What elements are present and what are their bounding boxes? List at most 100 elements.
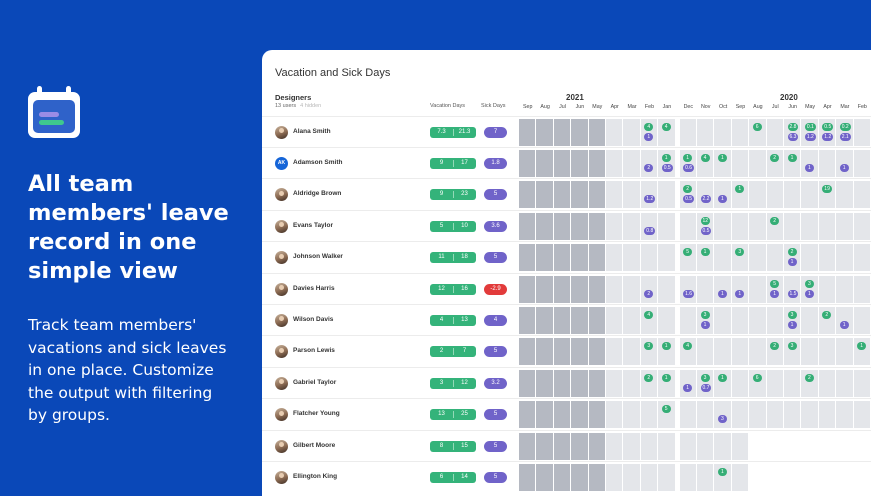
month-cell[interactable] bbox=[571, 463, 588, 491]
month-cell[interactable] bbox=[853, 212, 870, 240]
month-cell[interactable] bbox=[519, 244, 536, 272]
month-cell[interactable] bbox=[731, 369, 749, 397]
month-cell[interactable] bbox=[519, 275, 536, 303]
month-cell[interactable] bbox=[519, 369, 536, 397]
month-cell[interactable] bbox=[749, 463, 766, 491]
month-cell[interactable] bbox=[801, 306, 818, 334]
sick-badge[interactable]: 2.1 bbox=[839, 132, 851, 141]
month-cell[interactable] bbox=[519, 306, 536, 334]
month-cell[interactable] bbox=[571, 244, 588, 272]
person-row[interactable]: Alana Smith 7.3 21.3 7 1 4 4 6 2.8 0.1 0.5 0.2 6.3 1.… bbox=[262, 115, 871, 147]
vacation-badge[interactable]: 1 bbox=[717, 153, 727, 162]
month-cell[interactable] bbox=[658, 212, 675, 240]
month-cell[interactable] bbox=[679, 463, 696, 491]
month-cell[interactable] bbox=[679, 306, 696, 334]
month-cell[interactable] bbox=[749, 275, 766, 303]
month-cell[interactable] bbox=[836, 212, 853, 240]
person-row[interactable]: Ellington King 6 14 5 1 bbox=[262, 460, 871, 492]
month-cell[interactable] bbox=[697, 432, 714, 460]
month-cell[interactable] bbox=[731, 118, 749, 146]
vacation-badge[interactable]: 4 bbox=[644, 122, 654, 131]
month-cell[interactable] bbox=[836, 401, 853, 429]
sick-badge[interactable]: 1 bbox=[683, 383, 693, 392]
sick-badge[interactable]: 1 bbox=[717, 289, 727, 298]
vacation-badge[interactable]: 2 bbox=[770, 342, 780, 351]
vacation-badge[interactable]: 4 bbox=[661, 122, 671, 131]
month-cell[interactable] bbox=[658, 181, 675, 209]
vacation-badge[interactable]: 3 bbox=[700, 310, 710, 319]
month-cell[interactable] bbox=[818, 432, 836, 460]
month-cell[interactable] bbox=[553, 463, 571, 491]
month-cell[interactable] bbox=[640, 244, 658, 272]
month-cell[interactable] bbox=[749, 212, 766, 240]
month-cell[interactable] bbox=[714, 338, 731, 366]
month-cell[interactable] bbox=[536, 432, 553, 460]
vacation-badge[interactable]: 5 bbox=[770, 279, 780, 288]
month-cell[interactable] bbox=[836, 275, 853, 303]
sick-badge[interactable]: 1.2 bbox=[644, 195, 656, 204]
month-cell[interactable] bbox=[606, 118, 623, 146]
month-cell[interactable] bbox=[784, 212, 801, 240]
vacation-badge[interactable]: 5 bbox=[683, 248, 693, 257]
month-cell[interactable] bbox=[606, 212, 623, 240]
month-cell[interactable] bbox=[536, 401, 553, 429]
vacation-badge[interactable]: 0.1 bbox=[804, 122, 816, 131]
month-cell[interactable] bbox=[571, 401, 588, 429]
month-cell[interactable] bbox=[519, 432, 536, 460]
month-cell[interactable] bbox=[623, 275, 640, 303]
month-cell[interactable] bbox=[853, 181, 870, 209]
sick-badge[interactable]: 1 bbox=[700, 320, 710, 329]
sick-badge[interactable]: 1 bbox=[787, 320, 797, 329]
month-cell[interactable] bbox=[588, 118, 605, 146]
sick-badge[interactable]: 2.2 bbox=[700, 195, 712, 204]
vacation-badge[interactable]: 3 bbox=[787, 342, 797, 351]
person-name[interactable]: Davies Harris bbox=[293, 284, 335, 292]
sick-badge[interactable]: 6.3 bbox=[787, 132, 799, 141]
vacation-badge[interactable]: 1 bbox=[700, 248, 710, 257]
vacation-badge[interactable]: 2 bbox=[770, 153, 780, 162]
month-cell[interactable] bbox=[853, 118, 870, 146]
sick-badge[interactable]: 1 bbox=[787, 258, 797, 267]
month-cell[interactable] bbox=[623, 181, 640, 209]
person-name[interactable]: Ellington King bbox=[293, 472, 338, 480]
month-cell[interactable] bbox=[553, 338, 571, 366]
month-cell[interactable] bbox=[640, 432, 658, 460]
month-cell[interactable] bbox=[553, 432, 571, 460]
month-cell[interactable] bbox=[588, 369, 605, 397]
person-row[interactable]: Gilbert Moore 8 15 5 bbox=[262, 429, 871, 461]
vacation-badge[interactable]: 6 bbox=[752, 122, 762, 131]
month-cell[interactable] bbox=[784, 181, 801, 209]
month-cell[interactable] bbox=[571, 212, 588, 240]
month-cell[interactable] bbox=[714, 244, 731, 272]
person-name[interactable]: Adamson Smith bbox=[293, 158, 343, 166]
person-row[interactable]: Johnson Walker 11 18 5 5 1 3 2 1 bbox=[262, 241, 871, 272]
month-cell[interactable] bbox=[588, 212, 605, 240]
month-cell[interactable] bbox=[679, 212, 696, 240]
month-cell[interactable] bbox=[640, 463, 658, 491]
month-cell[interactable] bbox=[658, 244, 675, 272]
month-cell[interactable] bbox=[749, 401, 766, 429]
vacation-badge[interactable]: 2 bbox=[683, 185, 693, 194]
month-cell[interactable] bbox=[640, 401, 658, 429]
vacation-badge[interactable]: 12 bbox=[700, 216, 711, 225]
vacation-badge[interactable]: 2 bbox=[804, 373, 814, 382]
month-cell[interactable] bbox=[679, 401, 696, 429]
person-row[interactable]: Wilson Davis 4 13 4 4 3 1 3 1 2 1 bbox=[262, 303, 871, 335]
month-cell[interactable] bbox=[571, 275, 588, 303]
month-cell[interactable] bbox=[818, 244, 836, 272]
sick-badge[interactable]: 1.2 bbox=[822, 132, 834, 141]
vacation-badge[interactable]: 2 bbox=[787, 248, 797, 257]
vacation-badge[interactable]: 1 bbox=[717, 373, 727, 382]
person-name[interactable]: Flatcher Young bbox=[293, 410, 340, 418]
month-cell[interactable] bbox=[801, 212, 818, 240]
month-cell[interactable] bbox=[714, 306, 731, 334]
month-cell[interactable] bbox=[801, 244, 818, 272]
month-cell[interactable] bbox=[588, 401, 605, 429]
month-cell[interactable] bbox=[536, 149, 553, 177]
month-cell[interactable] bbox=[801, 432, 818, 460]
month-cell[interactable] bbox=[658, 275, 675, 303]
person-name[interactable]: Evans Taylor bbox=[293, 221, 333, 229]
month-cell[interactable] bbox=[749, 306, 766, 334]
month-cell[interactable] bbox=[714, 432, 731, 460]
month-cell[interactable] bbox=[818, 463, 836, 491]
